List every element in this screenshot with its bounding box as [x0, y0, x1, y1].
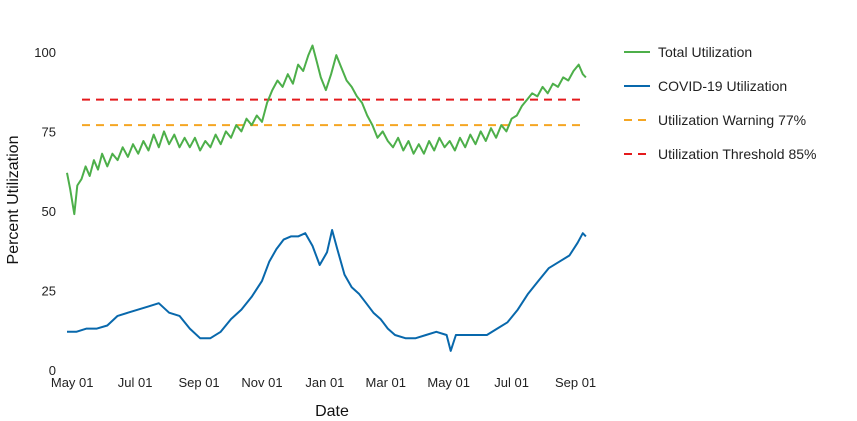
x-axis-ticks: May 01 Jul 01 Sep 01 Nov 01 Jan 01 Mar 01 May … — [51, 375, 596, 390]
legend-label-total-utilization: Total Utilization — [658, 44, 752, 60]
covid-19-utilization-line — [67, 229, 587, 352]
y-axis-ticks: 0 25 50 75 100 — [34, 45, 56, 378]
x-tick-label-2: Sep 01 — [178, 375, 219, 390]
x-tick-label-5: Mar 01 — [366, 375, 406, 390]
x-tick-label-4: Jan 01 — [305, 375, 344, 390]
x-tick-label-8: Sep 01 — [555, 375, 596, 390]
y-tick-label-50: 50 — [42, 204, 56, 219]
x-tick-label-7: Jul 01 — [494, 375, 529, 390]
legend: Total Utilization COVID-19 Utilization Uti… — [624, 44, 817, 162]
x-axis-title: Date — [315, 403, 349, 420]
legend-label-covid-19-utilization: COVID-19 Utilization — [658, 78, 787, 94]
legend-label-utilization-warning-77: Utilization Warning 77% — [658, 112, 806, 128]
y-tick-label-100: 100 — [34, 45, 56, 60]
x-tick-label-0: May 01 — [51, 375, 94, 390]
plot-area — [66, 44, 587, 352]
y-axis-title: Percent Utilization — [5, 136, 22, 265]
y-tick-label-25: 25 — [42, 283, 56, 298]
x-tick-label-6: May 01 — [427, 375, 470, 390]
y-tick-label-75: 75 — [42, 124, 56, 139]
x-tick-label-1: Jul 01 — [118, 375, 153, 390]
x-tick-label-3: Nov 01 — [241, 375, 282, 390]
total-utilization-line — [66, 44, 587, 216]
y-tick-label-0: 0 — [49, 363, 56, 378]
legend-label-utilization-threshold-85: Utilization Threshold 85% — [658, 146, 817, 162]
